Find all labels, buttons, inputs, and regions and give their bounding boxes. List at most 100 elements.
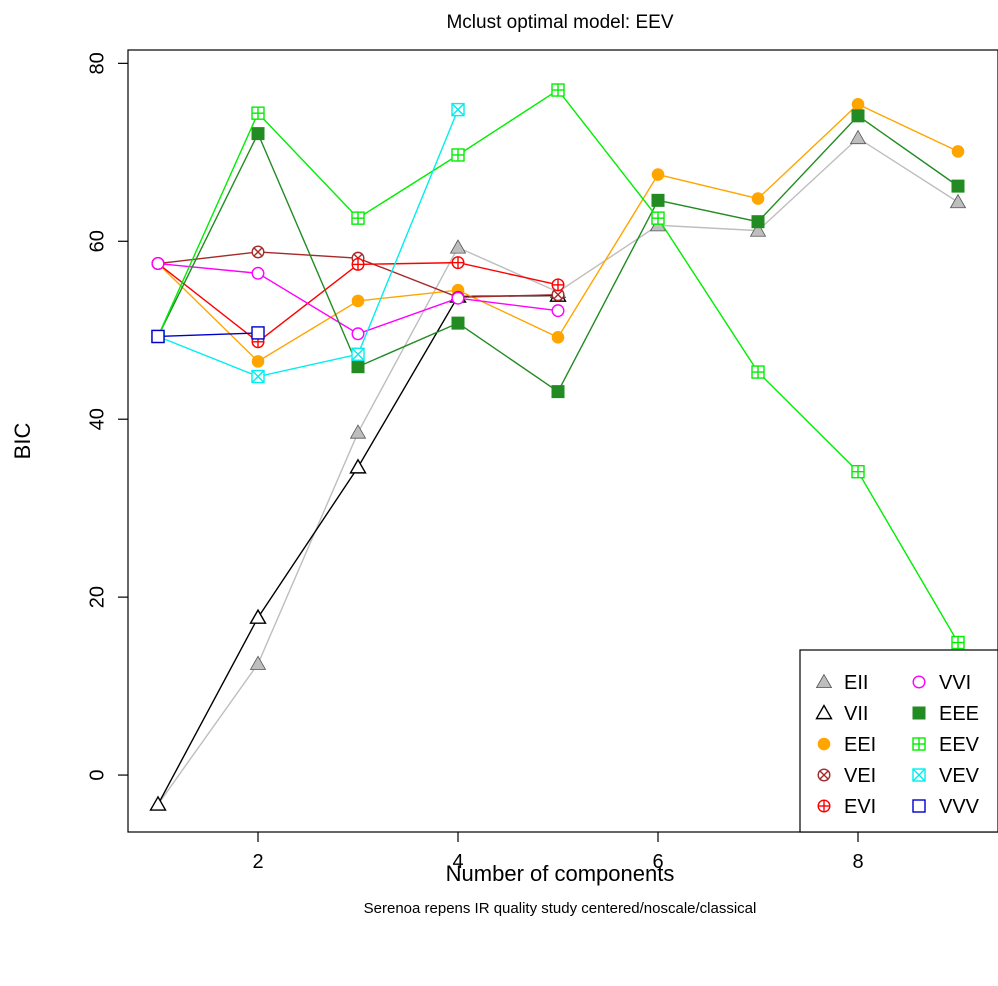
legend-marker <box>912 675 926 689</box>
legend-item-vvi: VVI <box>912 672 971 694</box>
data-point <box>551 304 565 318</box>
data-point <box>451 291 465 305</box>
legend-item-eii: EII <box>815 672 868 694</box>
legend-label: VVV <box>939 796 980 818</box>
legend-label: VEV <box>939 765 980 787</box>
series-eei <box>151 97 965 368</box>
legend-marker <box>912 799 926 813</box>
data-point <box>351 211 365 225</box>
legend-label: VII <box>844 703 868 725</box>
y-axis: 0 20 40 60 80 <box>86 52 128 781</box>
legend-item-vii: VII <box>815 703 868 725</box>
data-point <box>349 458 367 474</box>
legend-label: EVI <box>844 796 876 818</box>
data-point <box>651 168 665 181</box>
legend-item-vvv: VVV <box>912 796 980 818</box>
data-point <box>551 278 565 292</box>
x-tick-label: 6 <box>652 851 663 873</box>
data-point <box>851 97 865 111</box>
legend-item-eev: EEV <box>912 734 980 756</box>
data-point <box>851 464 865 479</box>
data-point <box>251 326 265 340</box>
series-line-vev <box>157 109 459 378</box>
chart-title: Mclust optimal model: EEV <box>446 12 673 33</box>
data-point <box>751 365 765 379</box>
y-tick-label: 60 <box>86 230 108 252</box>
data-point <box>651 193 665 207</box>
y-tick-label: 40 <box>86 408 108 430</box>
data-point <box>751 192 765 205</box>
legend-marker <box>815 704 833 720</box>
data-point <box>151 329 165 344</box>
legend-box <box>799 649 998 833</box>
legend-label: EEE <box>939 703 979 725</box>
data-point <box>251 245 265 259</box>
data-point <box>551 385 565 399</box>
series-vvv <box>151 326 265 344</box>
legend-marker <box>817 768 831 782</box>
data-point <box>851 109 865 123</box>
data-point <box>251 127 265 141</box>
data-point <box>949 193 967 209</box>
data-point <box>249 655 267 670</box>
data-point <box>349 424 367 439</box>
legend-item-eee: EEE <box>912 703 979 725</box>
data-point <box>251 106 265 120</box>
data-point <box>551 83 565 97</box>
data-point <box>351 257 365 271</box>
legend-label: EII <box>844 672 868 694</box>
data-point <box>149 795 167 811</box>
legend-label: EEV <box>939 734 980 756</box>
data-point <box>751 215 765 229</box>
legend-item-evi: EVI <box>817 796 876 818</box>
data-point <box>351 294 365 308</box>
x-tick-label: 8 <box>852 851 863 873</box>
legend-item-eei: EEI <box>817 734 876 756</box>
legend-marker <box>815 673 833 689</box>
legend-marker <box>912 737 926 751</box>
data-point <box>451 316 465 330</box>
legend-marker <box>912 768 926 782</box>
legend-marker <box>912 706 926 720</box>
legend-marker <box>817 737 831 751</box>
series-layer <box>149 83 967 811</box>
y-tick-label: 80 <box>86 52 108 74</box>
data-point <box>251 369 265 384</box>
data-point <box>351 360 365 374</box>
data-point <box>249 608 267 624</box>
legend-marker <box>817 799 831 813</box>
legend-label: VEI <box>844 765 876 787</box>
data-point <box>451 256 465 270</box>
series-evi <box>151 256 565 349</box>
y-tick-label: 20 <box>86 586 108 608</box>
data-point <box>951 145 965 158</box>
x-axis-label: Number of components <box>446 861 675 886</box>
legend-item-vei: VEI <box>817 765 876 787</box>
data-point <box>251 355 265 368</box>
data-point <box>951 635 965 650</box>
x-axis: 2 4 6 8 <box>252 832 864 873</box>
data-point <box>449 239 467 254</box>
data-point <box>251 266 265 280</box>
data-point <box>151 257 165 271</box>
series-line-eev <box>157 89 959 643</box>
plot-area <box>127 49 998 833</box>
series-vei <box>151 245 565 304</box>
x-tick-label: 2 <box>252 851 263 873</box>
series-line-eei <box>157 103 959 363</box>
data-point <box>651 211 665 225</box>
data-point <box>551 331 565 344</box>
data-point <box>351 347 365 361</box>
data-point <box>749 222 767 237</box>
legend: EII VII EEI VEI EVI VVI EEE EEV VEV VVV <box>799 649 998 833</box>
x-tick-label: 4 <box>452 851 463 873</box>
chart-subtitle: Serenoa repens IR quality study centered… <box>364 900 757 917</box>
series-vvi <box>151 257 565 341</box>
legend-item-vev: VEV <box>912 765 980 787</box>
y-tick-label: 0 <box>86 770 108 781</box>
legend-label: EEI <box>844 734 876 756</box>
data-point <box>849 129 867 145</box>
series-line-vvv <box>157 332 259 338</box>
data-point <box>351 327 365 341</box>
